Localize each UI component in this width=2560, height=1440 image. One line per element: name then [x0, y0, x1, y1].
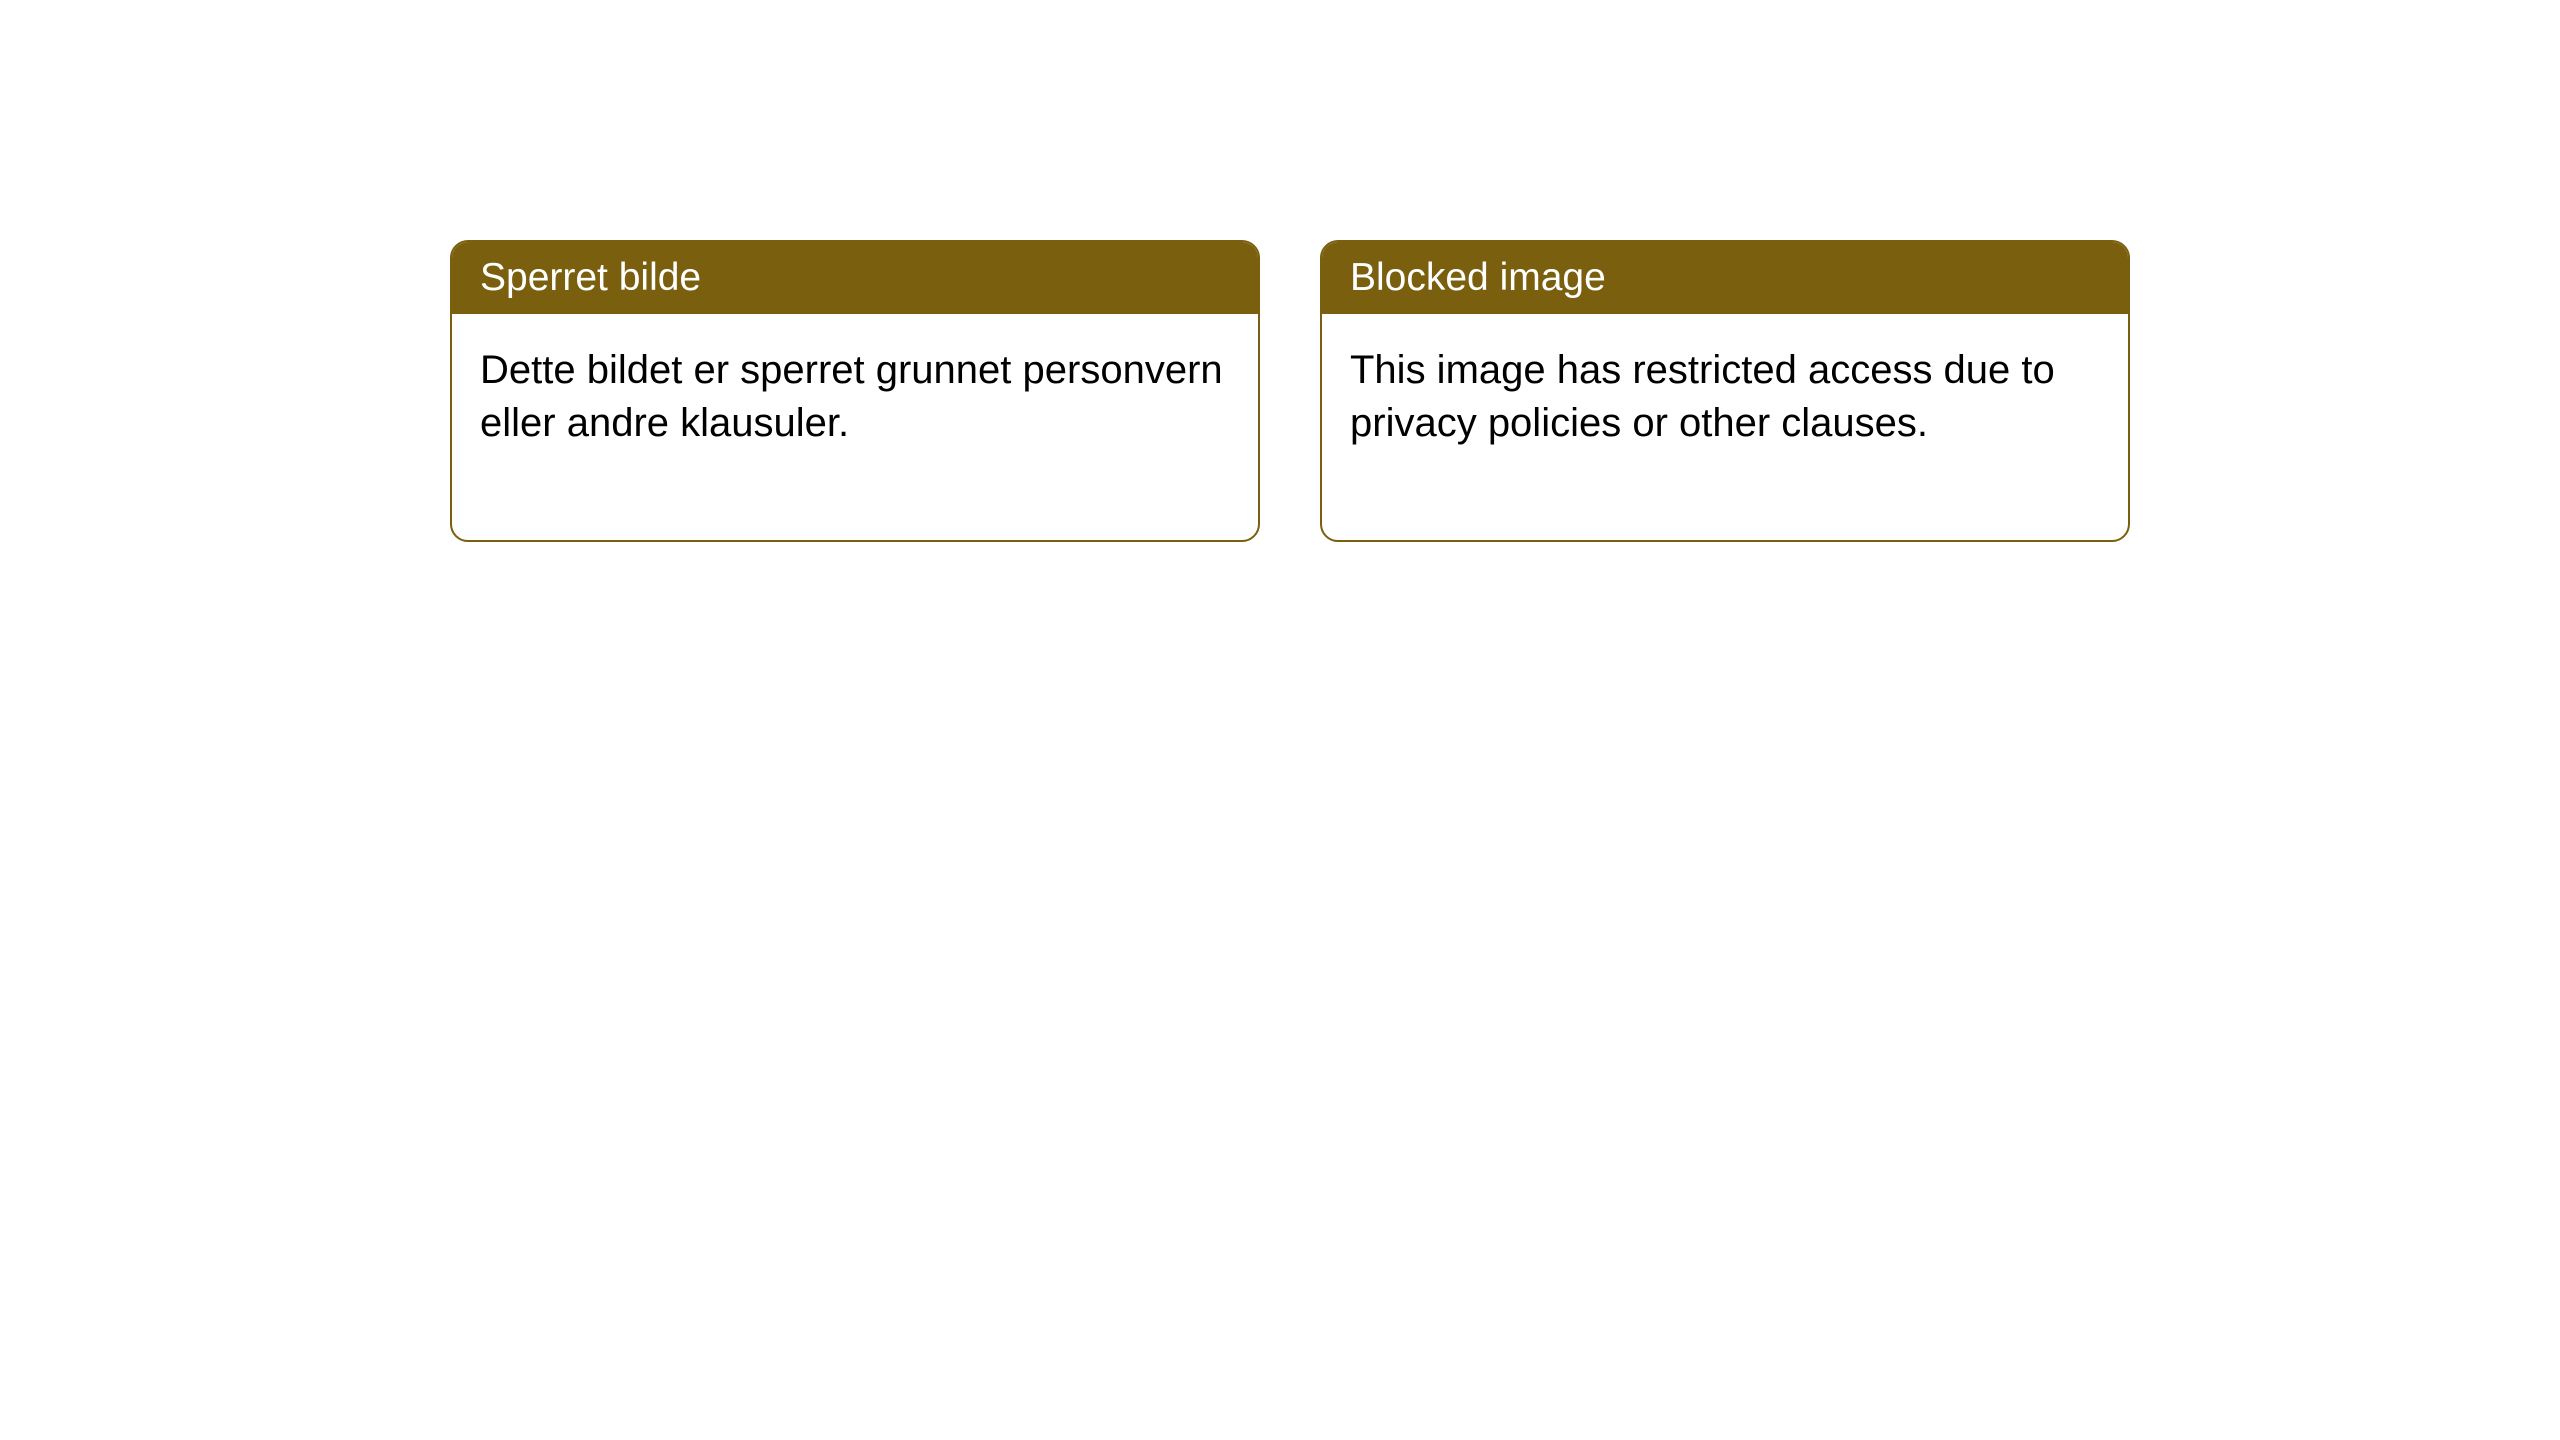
notice-container: Sperret bilde Dette bildet er sperret gr…	[450, 240, 2130, 542]
notice-box-en: Blocked image This image has restricted …	[1320, 240, 2130, 542]
notice-body-en: This image has restricted access due to …	[1322, 314, 2128, 540]
notice-box-no: Sperret bilde Dette bildet er sperret gr…	[450, 240, 1260, 542]
notice-title-no: Sperret bilde	[452, 242, 1258, 314]
notice-body-no: Dette bildet er sperret grunnet personve…	[452, 314, 1258, 540]
notice-title-en: Blocked image	[1322, 242, 2128, 314]
